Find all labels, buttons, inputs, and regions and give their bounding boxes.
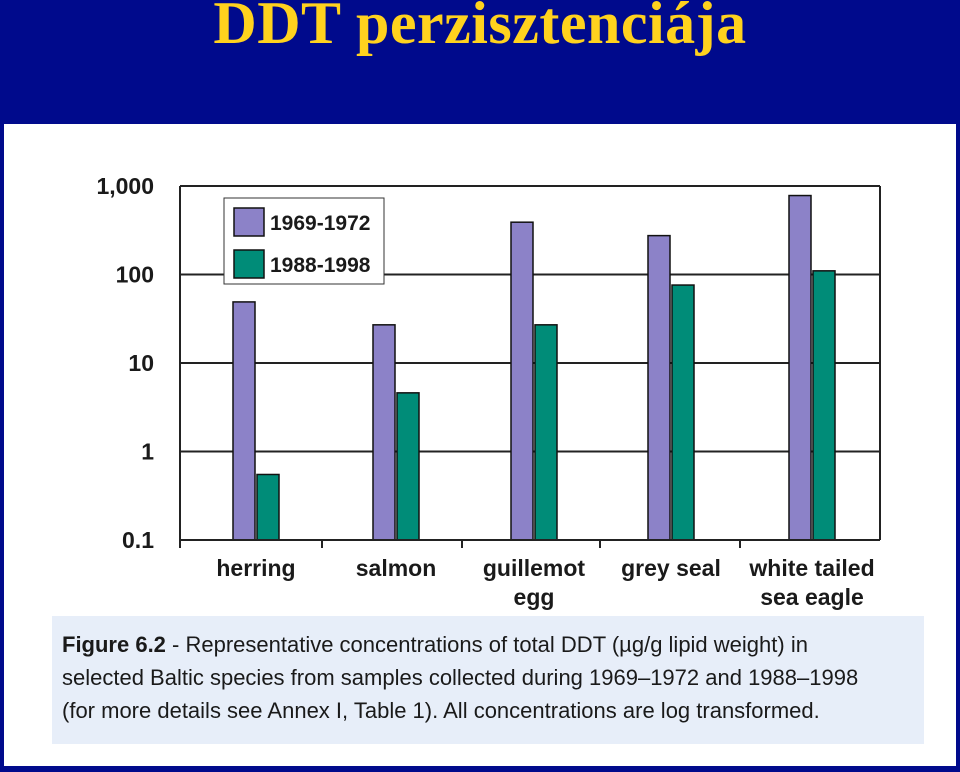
bar-1969-1972-white-tailed-sea-eagle	[788, 194, 812, 541]
y-tick-label: 1	[141, 439, 154, 465]
caption-line-2: selected Baltic species from samples col…	[62, 665, 859, 690]
legend-swatch	[233, 249, 265, 279]
y-tick-label: 100	[116, 262, 154, 288]
figure-panel: 0.1 1 10 100 1,000 herring salmon guillemot egg…	[4, 124, 956, 766]
x-category-label: egg	[514, 584, 555, 610]
x-category-label: grey seal	[621, 555, 721, 581]
legend-label: 1969-1972	[270, 212, 370, 235]
bar-1988-1998-white-tailed-sea-eagle	[812, 270, 836, 541]
y-tick-label: 0.1	[122, 527, 154, 553]
caption-figure-label: Figure 6.2	[62, 632, 166, 657]
caption-line-1: - Representative concentrations of total…	[165, 632, 808, 657]
legend-swatch	[233, 207, 265, 237]
bar-1988-1998-salmon	[396, 392, 420, 541]
bar-1969-1972-salmon	[372, 324, 396, 541]
caption-line-3: (for more details see Annex I, Table 1).…	[62, 698, 820, 723]
y-tick-label: 1,000	[96, 173, 154, 199]
y-tick-label: 10	[128, 350, 154, 376]
bar-1969-1972-guillemot-egg	[510, 221, 534, 541]
bar-1988-1998-guillemot-egg	[534, 324, 558, 541]
legend-label: 1988-1998	[270, 254, 371, 277]
y-axis-tick-labels: 0.1 1 10 100 1,000	[96, 173, 154, 553]
x-category-label: white tailed	[748, 555, 874, 581]
slide-title: DDT perzisztenciája	[213, 0, 747, 56]
bar-1988-1998-herring	[256, 473, 280, 541]
bar-chart: 0.1 1 10 100 1,000 herring salmon guillemot egg…	[96, 173, 881, 610]
bar-1988-1998-grey-seal	[671, 284, 695, 541]
bar-1969-1972-herring	[232, 301, 256, 541]
x-category-label: sea eagle	[760, 584, 864, 610]
x-axis-category-labels: herring salmon guillemot egg grey seal white …	[216, 555, 874, 610]
bar-1969-1972-grey-seal	[647, 234, 671, 541]
axes	[179, 186, 881, 548]
x-category-label: guillemot	[483, 555, 586, 581]
figure-caption: Figure 6.2 - Representative concentratio…	[52, 616, 924, 744]
legend: 1969-1972 1988-1998	[223, 197, 385, 285]
x-category-label: salmon	[356, 555, 437, 581]
x-category-label: herring	[216, 555, 295, 581]
